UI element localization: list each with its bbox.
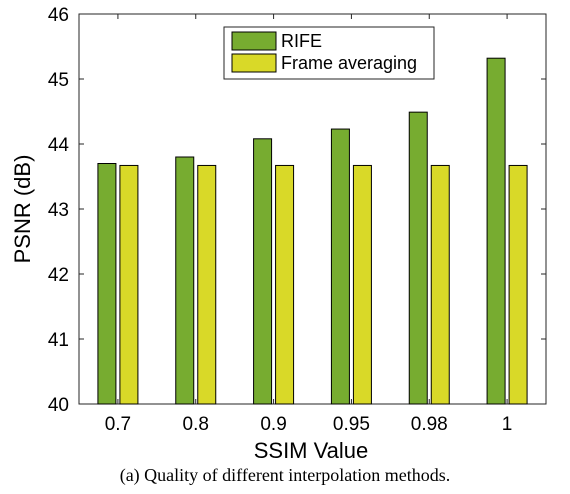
x-axis: 0.7 0.8 0.9 0.95 0.98 1 (105, 14, 513, 435)
y-tick-label: 41 (48, 330, 69, 351)
x-axis-title: SSIM Value (254, 438, 369, 463)
bar-rife (253, 138, 273, 405)
x-tick-label: 1 (502, 414, 513, 435)
bar-rife (97, 163, 117, 405)
legend-swatch-frame-averaging (231, 53, 277, 73)
y-tick-label: 40 (48, 395, 69, 416)
y-axis: 40 41 42 43 44 45 46 (48, 5, 546, 416)
bar-frame-averaging (352, 164, 372, 405)
legend-label-frame-averaging: Frame averaging (281, 53, 417, 73)
x-tick-label: 0.95 (333, 414, 370, 435)
x-tick-label: 0.98 (411, 414, 448, 435)
bar-frame-averaging (430, 164, 450, 405)
bar-frame-averaging (119, 164, 139, 405)
bar-rife (486, 57, 506, 405)
y-tick-label: 45 (48, 70, 69, 91)
x-tick-label: 0.8 (183, 414, 209, 435)
bar-frame-averaging (508, 164, 528, 405)
y-tick-label: 42 (48, 265, 69, 286)
y-tick-label: 46 (48, 5, 69, 26)
bar-frame-averaging (197, 164, 217, 405)
bar-frame-averaging (275, 164, 295, 405)
y-tick-label: 44 (48, 135, 70, 156)
x-tick-label: 0.9 (260, 414, 286, 435)
legend-label-rife: RIFE (281, 31, 322, 51)
y-axis-title: PSNR (dB) (10, 155, 35, 264)
bar-rife (175, 156, 195, 405)
bar-rife (408, 111, 428, 405)
y-tick-label: 43 (48, 200, 69, 221)
legend-swatch-rife (231, 31, 277, 51)
figure-caption: (a) Quality of different interpolation m… (119, 465, 451, 485)
bars (97, 57, 528, 405)
x-tick-label: 0.7 (105, 414, 131, 435)
bar-rife (330, 128, 350, 405)
